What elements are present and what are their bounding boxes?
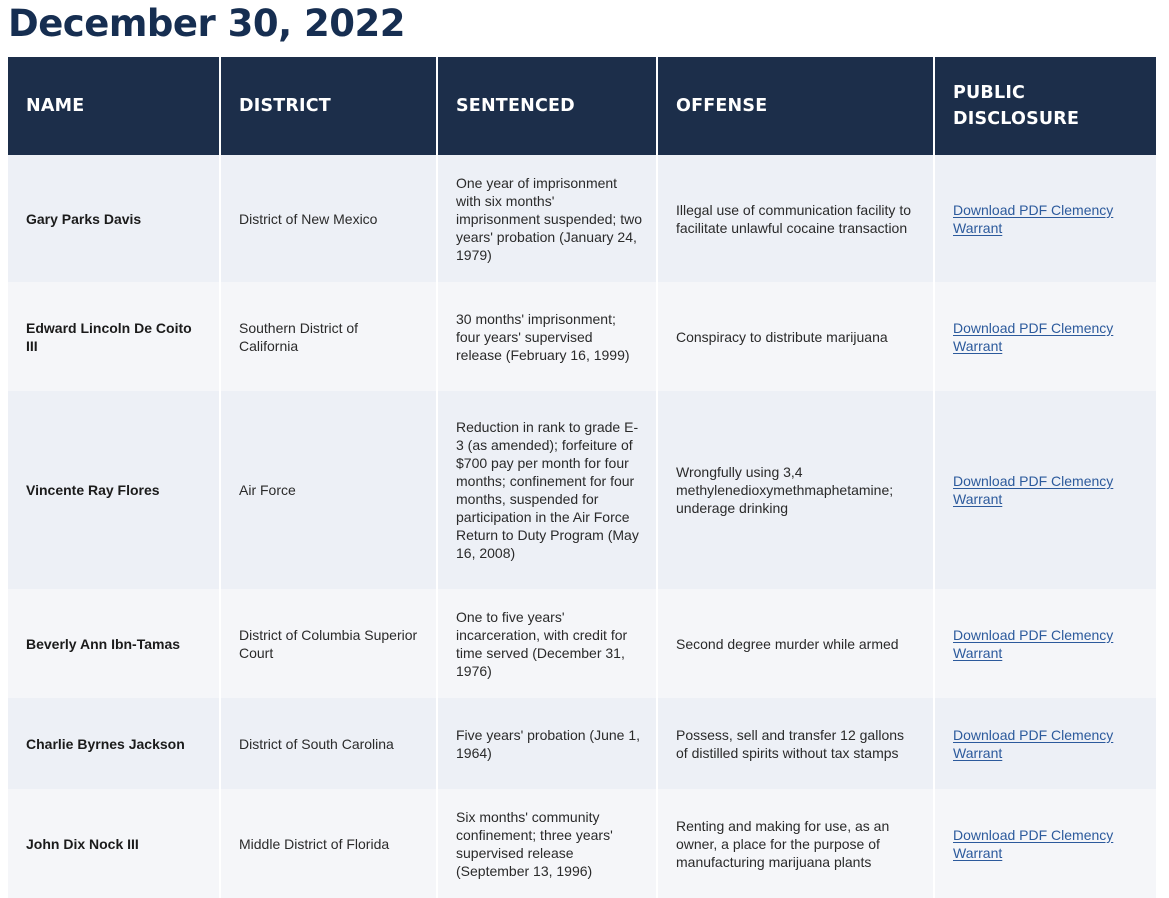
disclosure-cell: Download PDF Clemency Warrant [933,282,1156,391]
offense-cell: Possess, sell and transfer 12 gallons of… [656,698,934,789]
sentenced-cell: 30 months' imprisonment; four years' sup… [436,282,657,391]
offense-cell: Second degree murder while armed [656,589,934,698]
district-cell: Air Force [219,391,437,589]
column-header-district: DISTRICT [219,57,437,155]
download-clemency-warrant-link[interactable]: Download PDF Clemency Warrant [953,626,1114,661]
district-cell: Southern District of California [219,282,437,391]
download-clemency-warrant-link[interactable]: Download PDF Clemency Warrant [953,201,1114,236]
name-cell: Vincente Ray Flores [8,391,220,589]
download-clemency-warrant-link[interactable]: Download PDF Clemency Warrant [953,473,1114,507]
table-row: Beverly Ann Ibn-Tamas District of Columb… [8,589,1156,698]
disclosure-cell: Download PDF Clemency Warrant [933,589,1156,698]
district-cell: District of New Mexico [219,155,437,282]
disclosure-cell: Download PDF Clemency Warrant [933,789,1156,898]
name-cell: Charlie Byrnes Jackson [8,698,220,789]
sentenced-cell: One year of imprisonment with six months… [436,155,657,282]
sentenced-cell: Reduction in rank to grade E-3 (as amend… [436,391,657,589]
disclosure-cell: Download PDF Clemency Warrant [933,698,1156,789]
sentenced-cell: Six months' community confinement; three… [436,789,657,898]
name-cell: Gary Parks Davis [8,155,220,282]
offense-cell: Wrongfully using 3,4 methylenedioxymethm… [656,391,934,589]
name-cell: Beverly Ann Ibn-Tamas [8,589,220,698]
download-clemency-warrant-link[interactable]: Download PDF Clemency Warrant [953,726,1114,761]
table-row: Edward Lincoln De Coito III Southern Dis… [8,282,1156,391]
table-row: Vincente Ray Flores Air Force Reduction … [8,391,1156,589]
page-title: December 30, 2022 [8,2,406,45]
offense-cell: Renting and making for use, as an owner,… [656,789,934,898]
download-clemency-warrant-link[interactable]: Download PDF Clemency Warrant [953,319,1114,354]
column-header-sentenced: SENTENCED [436,57,657,155]
disclosure-cell: Download PDF Clemency Warrant [933,155,1156,282]
name-cell: John Dix Nock III [8,789,220,898]
column-header-offense: OFFENSE [656,57,934,155]
column-header-public-disclosure: PUBLIC DISCLOSURE [933,57,1156,155]
offense-cell: Conspiracy to distribute marijuana [656,282,934,391]
table-row: John Dix Nock III Middle District of Flo… [8,789,1156,898]
disclosure-cell: Download PDF Clemency Warrant [933,391,1156,589]
district-cell: District of Columbia Superior Court [219,589,437,698]
table-header-row: NAME DISTRICT SENTENCED OFFENSE PUBLIC D… [8,57,1156,155]
table-row: Charlie Byrnes Jackson District of South… [8,698,1156,789]
column-header-name: NAME [8,57,220,155]
name-cell: Edward Lincoln De Coito III [8,282,220,391]
sentenced-cell: Five years' probation (June 1, 1964) [436,698,657,789]
download-clemency-warrant-link[interactable]: Download PDF Clemency Warrant [953,826,1114,861]
table-row: Gary Parks Davis District of New Mexico … [8,155,1156,282]
sentenced-cell: One to five years' incarceration, with c… [436,589,657,698]
clemency-table: NAME DISTRICT SENTENCED OFFENSE PUBLIC D… [8,57,1156,898]
district-cell: Middle District of Florida [219,789,437,898]
offense-cell: Illegal use of communication facility to… [656,155,934,282]
district-cell: District of South Carolina [219,698,437,789]
